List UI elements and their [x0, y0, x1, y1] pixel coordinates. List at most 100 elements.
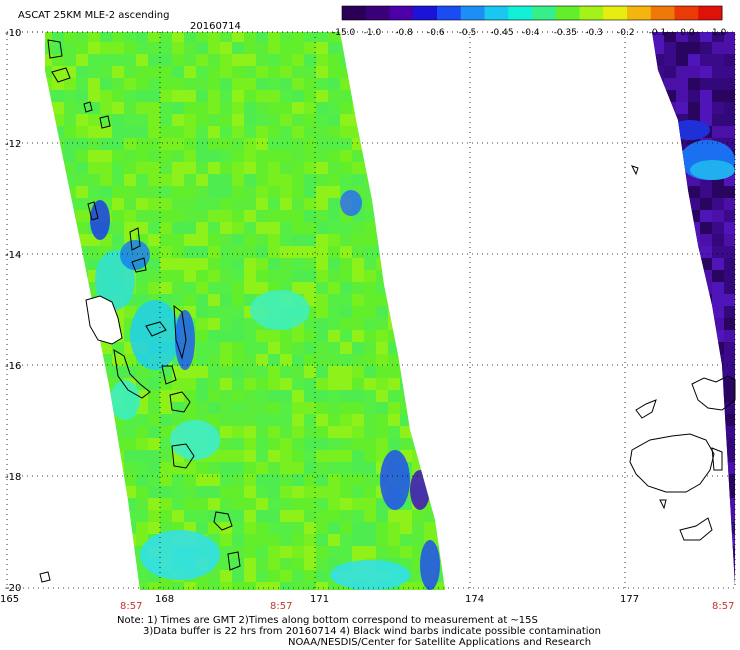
swath-cell: [652, 570, 664, 582]
swath-cell: [280, 582, 292, 590]
swath-cell: [172, 486, 184, 498]
swath-cell: [340, 426, 352, 438]
swath-cell: [124, 474, 136, 486]
swath-cell: [244, 474, 256, 486]
swath-cell: [664, 174, 676, 186]
swath-cell: [160, 222, 172, 234]
swath-cell: [160, 150, 172, 162]
swath-cell: [352, 534, 364, 546]
swath-cell: [232, 450, 244, 462]
swath-cell: [136, 366, 148, 378]
swath-cell: [64, 306, 76, 318]
swath-cell: [712, 294, 724, 306]
swath-cell: [724, 210, 735, 222]
swath-cell: [412, 102, 424, 114]
swath-cell: [688, 78, 700, 90]
swath-cell: [52, 150, 64, 162]
swath-cell: [352, 378, 364, 390]
swath-cell: [76, 534, 88, 546]
swath-cell: [340, 318, 352, 330]
swath-cell: [292, 90, 304, 102]
swath-cell: [148, 486, 160, 498]
swath-cell: [220, 390, 232, 402]
swath-cell: [184, 402, 196, 414]
swath-cell: [688, 198, 700, 210]
swath-cell: [676, 498, 688, 510]
swath-cell: [688, 282, 700, 294]
swath-cell: [280, 246, 292, 258]
swath-cell: [208, 162, 220, 174]
swath-cell: [220, 306, 232, 318]
swath-cell: [196, 294, 208, 306]
swath-cell: [640, 66, 652, 78]
swath-cell: [64, 162, 76, 174]
swath-cell: [652, 90, 664, 102]
swath-cell: [652, 414, 664, 426]
swath-cell: [244, 546, 256, 558]
swath-cell: [364, 294, 376, 306]
swath-cell: [364, 486, 376, 498]
swath-cell: [652, 366, 664, 378]
swath-cell: [388, 78, 400, 90]
colorbar: -15.0 -1.0 -0.8 -0.6 -0.5 -0.45 -0.4 -0.35 -0.3-…: [332, 5, 727, 38]
swath-cell: [304, 210, 316, 222]
swath-cell: [328, 42, 340, 54]
swath-cell: [436, 66, 445, 78]
swath-cell: [292, 510, 304, 522]
swath-cell: [268, 510, 280, 522]
swath-cell: [208, 234, 220, 246]
swath-cell: [340, 126, 352, 138]
swath-cell: [340, 174, 352, 186]
swath-cell: [316, 522, 328, 534]
swath-cell: [712, 210, 724, 222]
swath-cell: [688, 234, 700, 246]
swath-cell: [100, 402, 112, 414]
swath-cell: [100, 378, 112, 390]
swath-cell: [184, 486, 196, 498]
island-aneityum: [227, 551, 241, 571]
swath-cell: [292, 570, 304, 582]
island-erromango: [171, 443, 195, 469]
wind-region: [690, 160, 735, 180]
swath-cell: [352, 294, 364, 306]
swath-cell: [712, 318, 724, 330]
swath-cell: [448, 270, 460, 282]
swath-cell: [45, 222, 52, 234]
swath-cell: [244, 42, 256, 54]
swath-cell: [352, 486, 364, 498]
swath-cell: [208, 474, 220, 486]
swath-cell: [436, 246, 445, 258]
swath-cell: [352, 318, 364, 330]
swath-cell: [724, 114, 735, 126]
swath-cell: [448, 102, 460, 114]
swath-cell: [400, 402, 412, 414]
swath-cell: [436, 414, 445, 426]
swath-cell: [100, 150, 112, 162]
swath-cell: [208, 318, 220, 330]
swath-cell: [268, 534, 280, 546]
swath-cell: [45, 474, 52, 486]
swath-cell: [736, 90, 740, 102]
lat-label: -16: [5, 361, 21, 372]
swath-cell: [712, 498, 724, 510]
swath-cell: [256, 162, 268, 174]
swath-cell: [160, 486, 172, 498]
swath-cell: [220, 450, 232, 462]
swath-cell: [148, 186, 160, 198]
swath-cell: [208, 174, 220, 186]
swath-cell: [112, 174, 124, 186]
colorbar-label: -0.2: [617, 28, 635, 38]
swath-cell: [400, 102, 412, 114]
swath-cell: [172, 378, 184, 390]
swath-cell: [292, 402, 304, 414]
swath-cell: [412, 186, 424, 198]
swath-cell: [712, 354, 724, 366]
swath-cell: [280, 42, 292, 54]
swath-cell: [88, 162, 100, 174]
swath-cell: [280, 462, 292, 474]
swath-cell: [76, 90, 88, 102]
swath-cell: [52, 486, 64, 498]
swath-cell: [412, 162, 424, 174]
swath-cell: [232, 282, 244, 294]
swath-cell: [364, 270, 376, 282]
